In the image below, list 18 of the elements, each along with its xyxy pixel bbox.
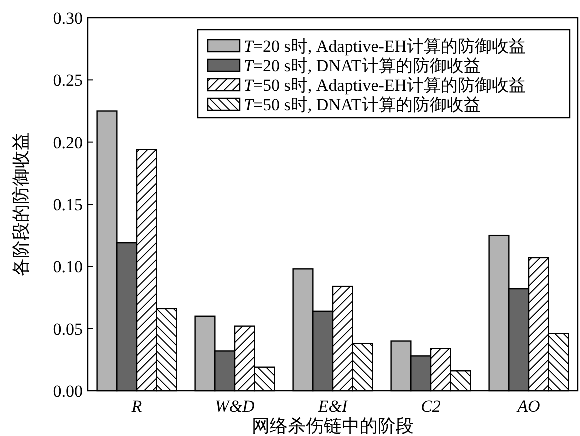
x-tick-label: W&D <box>215 397 256 416</box>
legend-label: T=20 s时, DNAT计算的防御收益 <box>244 56 481 76</box>
legend-label: T=50 s时, DNAT计算的防御收益 <box>244 96 481 114</box>
x-tick-label: R <box>130 397 143 416</box>
y-tick-label: 0.15 <box>53 196 83 214</box>
y-tick-label: 0.05 <box>53 320 83 339</box>
legend-label: T=20 s时, Adaptive-EH计算的防御收益 <box>244 37 526 56</box>
y-tick-label: 0.20 <box>53 133 83 152</box>
x-tick-label: E&I <box>317 397 349 416</box>
x-tick-label: C2 <box>421 397 442 416</box>
x-axis-title: 网络杀伤链中的阶段 <box>252 416 414 436</box>
y-axis-title: 各阶段的防御收益 <box>11 132 31 276</box>
y-tick-label: 0.30 <box>53 9 83 28</box>
y-tick-label: 0.00 <box>53 382 83 401</box>
y-tick-label: 0.10 <box>53 258 83 277</box>
x-tick-label: AO <box>516 397 540 416</box>
y-tick-label: 0.25 <box>53 71 83 90</box>
legend-label: T=50 s时, Adaptive-EH计算的防御收益 <box>244 76 526 95</box>
